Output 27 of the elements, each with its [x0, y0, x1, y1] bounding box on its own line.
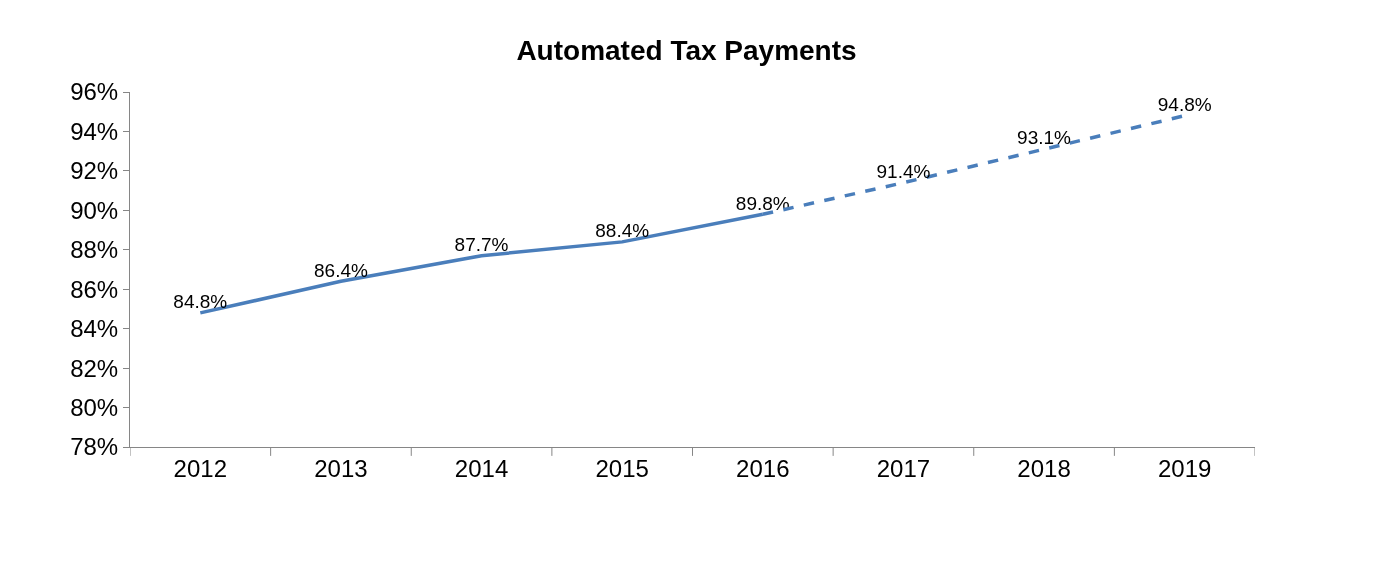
y-tick-label: 96% — [70, 78, 119, 106]
y-tick-label: 94% — [70, 117, 119, 145]
y-tick-label: 82% — [70, 354, 119, 382]
data-label: 93.1% — [1017, 127, 1072, 149]
y-tick-label: 92% — [70, 157, 119, 185]
x-tick-label: 2016 — [736, 454, 790, 482]
x-tick-label: 2015 — [595, 454, 649, 482]
y-tick-label: 84% — [70, 315, 119, 343]
data-label: 89.8% — [735, 192, 790, 214]
data-label: 88.4% — [595, 220, 650, 242]
x-tick-label: 2014 — [454, 454, 509, 482]
data-label: 91.4% — [876, 160, 931, 182]
x-tick-label: 2018 — [1017, 454, 1071, 482]
data-label: 94.8% — [1157, 93, 1212, 115]
y-tick-label: 78% — [70, 433, 119, 461]
data-label: 87.7% — [454, 233, 509, 255]
x-tick-label: 2019 — [1157, 454, 1212, 482]
y-tick-label: 86% — [70, 275, 119, 303]
x-tick-label: 2013 — [314, 454, 368, 482]
data-label: 84.8% — [173, 291, 228, 313]
y-tick-label: 88% — [70, 236, 119, 264]
data-label: 86.4% — [314, 259, 368, 281]
y-tick-label: 80% — [70, 393, 119, 421]
chart-title: Automated Tax Payments — [516, 34, 857, 66]
x-tick-label: 2017 — [876, 454, 931, 482]
y-tick-label: 90% — [70, 196, 119, 224]
x-tick-label: 2012 — [173, 454, 228, 482]
